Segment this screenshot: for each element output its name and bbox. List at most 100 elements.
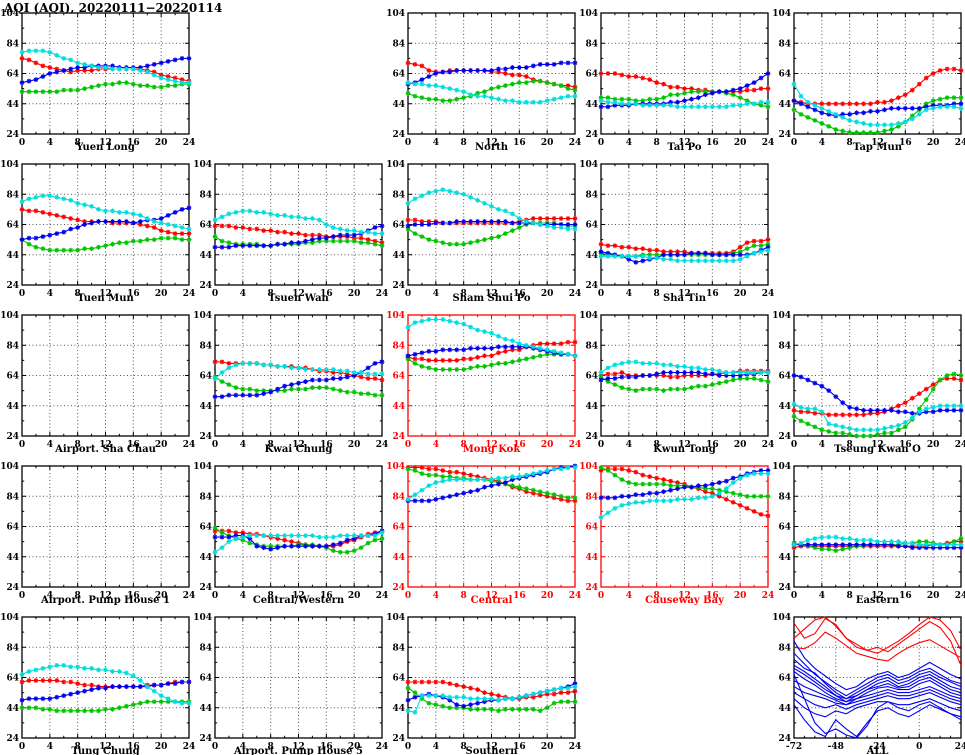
series-markers-cyan (19, 663, 192, 706)
x-tick-label: 20 (927, 440, 940, 450)
x-tick-label: 24 (762, 591, 775, 601)
x-tick-label: 4 (819, 440, 825, 450)
empty-cell (579, 604, 772, 755)
x-tick-label: 4 (47, 742, 53, 752)
x-tick-label: 20 (734, 591, 747, 601)
x-tick-label: 0 (598, 138, 604, 148)
x-tick-label: 8 (461, 440, 467, 450)
series-markers-blue (791, 373, 964, 416)
x-tick-label: 24 (376, 289, 389, 299)
y-tick-label: 104 (386, 9, 405, 19)
chart-causeway-bay: 24 44 64 84 104 0 4 8 12 16 20 24 Causeway Bay (579, 462, 775, 606)
series-line-red (793, 68, 962, 105)
chart-cell-yuen-long: 24 44 64 84 104 0 4 8 12 16 20 24 Yuen Long (0, 0, 195, 153)
y-tick-label: 24 (392, 583, 405, 593)
x-tick-label: 8 (75, 289, 81, 299)
x-tick-label: 12 (678, 289, 691, 299)
y-tick-label: 104 (193, 613, 212, 623)
series-markers-cyan (405, 317, 578, 359)
x-tick-label: 24 (762, 289, 775, 299)
x-tick-label: 0 (791, 138, 797, 148)
x-tick-label: 16 (320, 289, 333, 299)
y-tick-label: 24 (6, 583, 19, 593)
series-line-blue (793, 374, 961, 414)
chart-title: Tap Mun (853, 142, 903, 153)
x-tick-label: 8 (461, 742, 467, 752)
x-tick-label: 12 (871, 440, 884, 450)
chart-title: Tai Po (667, 142, 701, 153)
x-tick-label: 16 (127, 591, 140, 601)
y-tick-label: 84 (199, 341, 212, 351)
y-tick-label: 84 (199, 492, 212, 502)
x-tick-label: -72 (786, 742, 802, 752)
series-line-red (793, 616, 962, 654)
y-tick-label: 24 (6, 432, 19, 442)
x-tick-label: 0 (405, 591, 411, 601)
y-tick-label: 24 (778, 734, 791, 744)
x-tick-label: 12 (678, 138, 691, 148)
y-tick-label: 104 (0, 311, 19, 321)
chart-sha-tin: 24 44 64 84 104 0 4 8 12 16 20 24 Sha Tin (579, 160, 775, 304)
x-tick-label: 4 (47, 138, 53, 148)
y-tick-label: 24 (392, 281, 405, 291)
x-tick-label: 16 (513, 591, 526, 601)
chart-cell-kwun-tong: 24 44 64 84 104 0 4 8 12 16 20 24 Kwun Tong (579, 302, 774, 455)
y-tick-label: 64 (6, 372, 19, 382)
series-line-blue (793, 698, 962, 718)
y-tick-label: 84 (585, 492, 598, 502)
y-tick-label: 104 (772, 462, 791, 472)
series-markers-cyan (791, 81, 964, 128)
series-line-red (793, 617, 962, 666)
y-tick-label: 104 (386, 160, 405, 170)
y-tick-label: 44 (199, 402, 212, 412)
series-markers-green (791, 371, 964, 439)
x-tick-label: 20 (734, 440, 747, 450)
x-tick-label: 20 (155, 138, 168, 148)
x-tick-label: 8 (847, 138, 853, 148)
chart-title: Tseung Kwan O (834, 444, 921, 455)
chart-yuen-long: 24 44 64 84 104 0 4 8 12 16 20 24 Yuen Long (0, 9, 195, 153)
chart-title: Southern (466, 746, 519, 755)
chart-tai-po: 24 44 64 84 104 0 4 8 12 16 20 24 Tai Po (579, 9, 774, 153)
series-markers-cyan (791, 401, 964, 433)
chart-cell-tai-po: 24 44 64 84 104 0 4 8 12 16 20 24 Tai Po (579, 0, 774, 153)
y-tick-label: 44 (199, 553, 212, 563)
y-tick-label: 24 (199, 432, 212, 442)
x-tick-label: 0 (405, 289, 411, 299)
y-tick-label: 104 (193, 462, 212, 472)
x-tick-label: 20 (927, 138, 940, 148)
series-markers-cyan (598, 471, 771, 520)
chart-title: Tuen Mun (77, 293, 134, 304)
chart-title: Sha Tin (663, 293, 707, 304)
x-tick-label: 8 (461, 289, 467, 299)
series-markers-cyan (19, 193, 192, 232)
x-tick-label: 4 (819, 138, 825, 148)
x-tick-label: 0 (212, 742, 218, 752)
x-tick-label: 8 (654, 440, 660, 450)
chart-kwun-tong: 24 44 64 84 104 0 4 8 12 16 20 24 Kwun Tong (579, 311, 774, 455)
y-tick-label: 104 (386, 462, 405, 472)
y-tick-label: 24 (585, 130, 598, 140)
x-tick-label: 4 (240, 742, 246, 752)
x-tick-label: 20 (155, 440, 168, 450)
x-tick-label: 24 (183, 742, 196, 752)
x-tick-label: 20 (541, 591, 554, 601)
chart-title: Tung Chung (71, 746, 139, 755)
x-tick-label: 12 (292, 289, 305, 299)
chart-tsuen-wan: 24 44 64 84 104 0 4 8 12 16 20 24 Tsuen Wan (193, 160, 389, 304)
y-tick-label: 44 (392, 553, 405, 563)
y-tick-label: 64 (392, 523, 405, 533)
x-tick-label: 4 (240, 440, 246, 450)
y-tick-label: 24 (778, 583, 791, 593)
x-tick-label: 20 (348, 440, 361, 450)
x-tick-label: 0 (916, 742, 922, 752)
x-tick-label: 0 (405, 742, 411, 752)
y-tick-label: 64 (199, 372, 212, 382)
chart-tseung-kwan-o: 24 44 64 84 104 0 4 8 12 16 20 24 Tseung Kwan O (772, 311, 965, 455)
y-tick-label: 84 (392, 190, 405, 200)
y-tick-label: 24 (6, 281, 19, 291)
y-tick-label: 64 (199, 221, 212, 231)
y-tick-label: 44 (392, 100, 405, 110)
chart-cell-central: 24 44 64 84 104 0 4 8 12 16 20 24 Central (386, 453, 581, 606)
